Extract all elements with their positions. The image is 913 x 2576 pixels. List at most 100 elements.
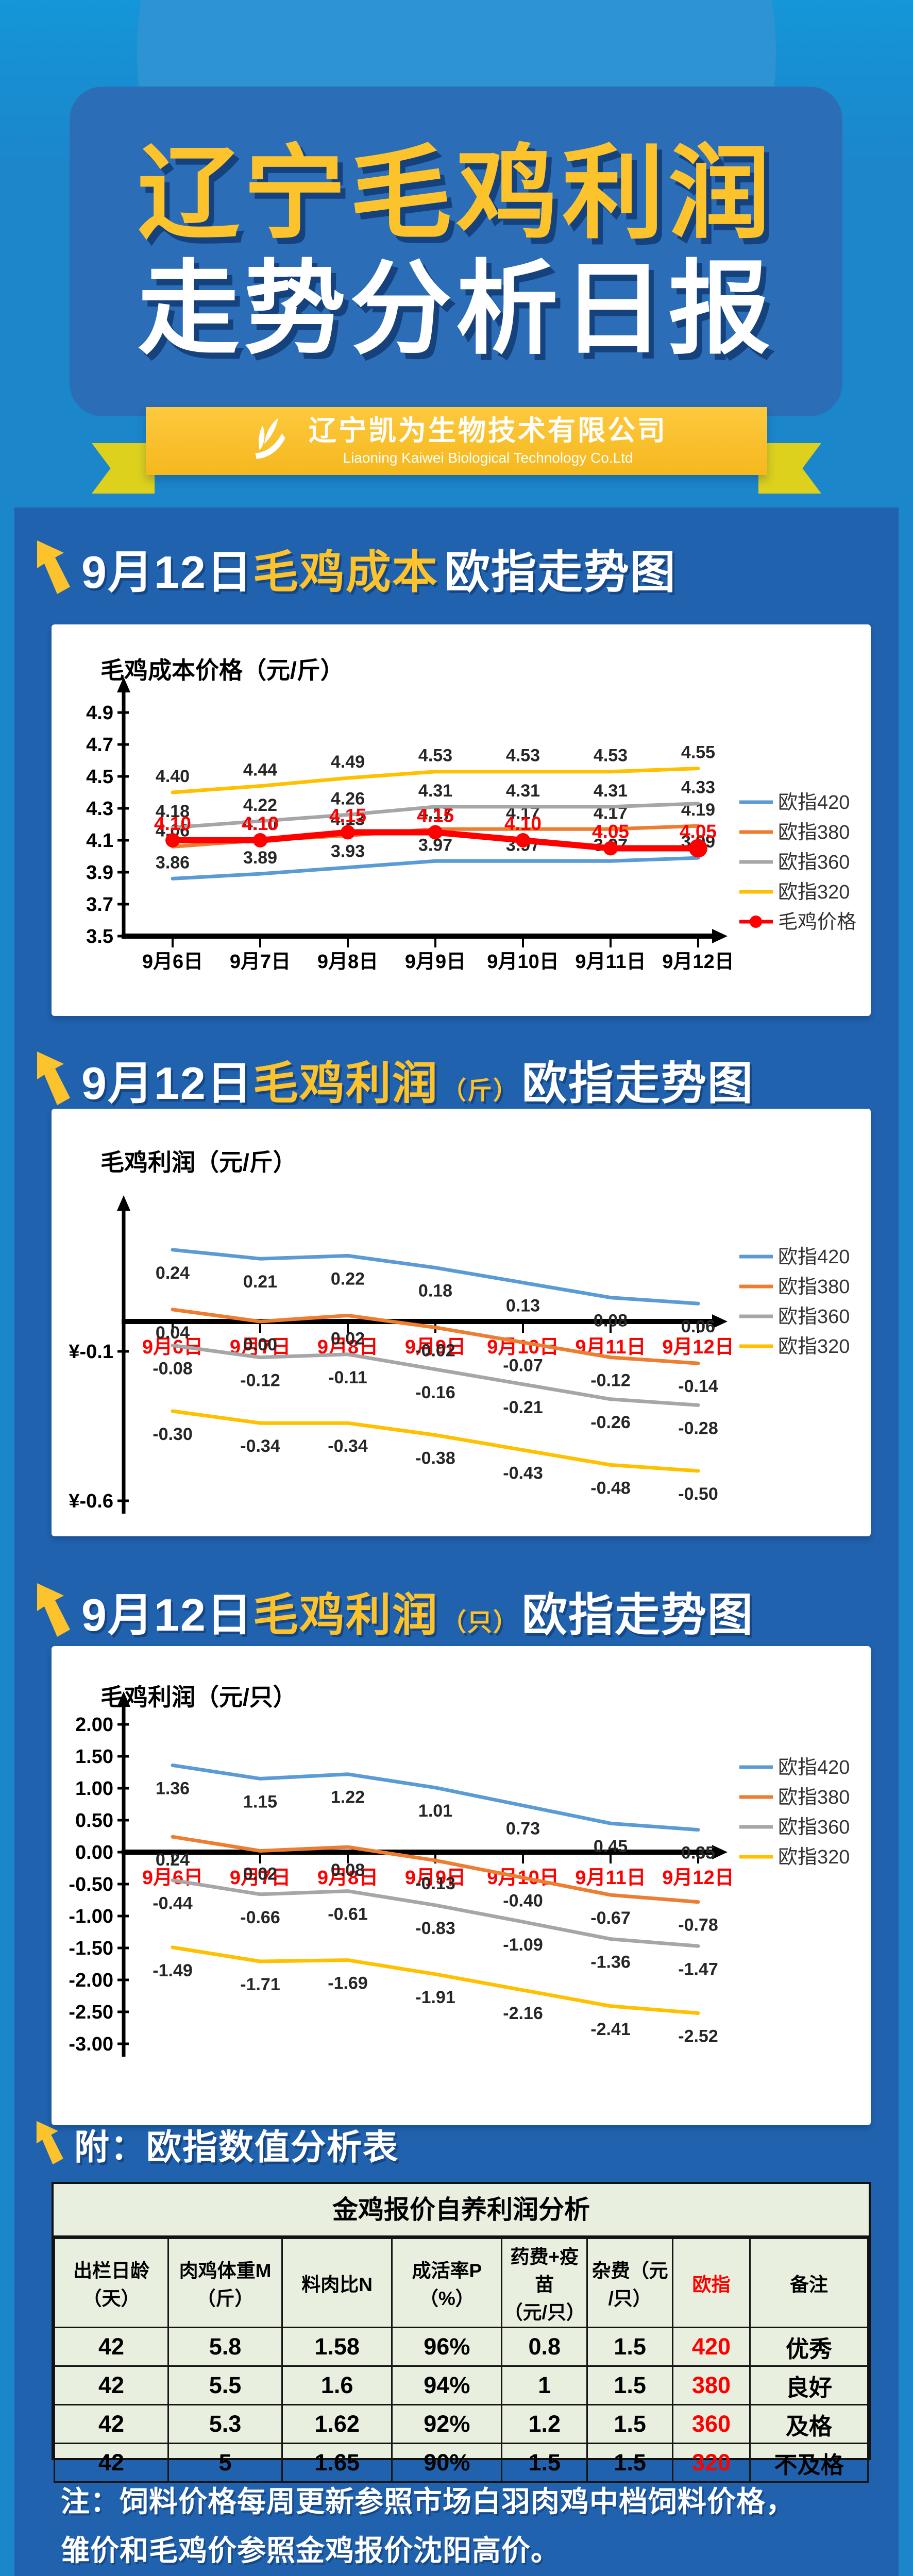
table-cell: 42 [53,2404,170,2444]
table-cell: 1.5 [586,2327,673,2367]
section-rest: 欧指走势图 [521,1589,754,1640]
column-header: 肉鸡体重M （斤） [167,2238,283,2328]
series-line-欧指420 [171,1248,700,1306]
series-line-欧指320 [171,767,700,794]
chart-svg: 毛鸡成本价格（元/斤） 3.5 3.7 3.9 4.1 4.3 4.5 4.7 4.9 9月6日 9… [86,657,856,973]
legend-label: 毛鸡价格 [778,911,856,933]
data-label: 4.10 [154,813,191,834]
data-label: 0.24 [156,1850,190,1870]
data-label: -0.61 [328,1905,368,1924]
section-unit: （只） [441,1609,519,1636]
series-marker [428,825,443,840]
series-line-欧指380 [171,1835,700,1904]
data-label: -2.52 [678,2026,718,2046]
table-cell: 42 [53,2327,170,2367]
table-cell: 1.2 [501,2404,588,2444]
data-label: -1.71 [240,1975,280,1994]
data-label: -0.11 [328,1368,367,1387]
chart-card-profit-per-jin: 毛鸡利润（元/斤） ¥-0.1 ¥-0.6 9月6日 9月7日 9月8日 9月9日 9月10日… [52,1109,871,1536]
data-label: 0.45 [594,1837,628,1856]
data-label: -0.08 [153,1359,193,1378]
profit-analysis-table: 出栏日龄 （天） 肉鸡体重M （斤） 料肉比N 成活率P （%） 药费+疫苗 （元/只）… [53,2238,869,2483]
data-label: 4.31 [594,781,628,801]
data-label: -2.41 [590,2020,631,2039]
y-axis-arrow [117,677,130,692]
chart-svg: 毛鸡利润（元/只） 2.00 1.50 1.00 0.50 0.00 -0.50 -1.00 -… [69,1684,850,2057]
column-header: 药费+疫苗 （元/只） [501,2238,588,2328]
x-tick-label: 9月8日 [317,1867,378,1889]
y-tick-label: 0.00 [75,1842,113,1863]
section-header-profit-jin: 9月12日毛鸡利润 （斤）欧指走势图 [34,1047,754,1112]
section-arrow-icon [34,2119,65,2169]
y-tick-label: ¥-0.1 [69,1341,113,1363]
chart-card-cost: 毛鸡成本价格（元/斤） 3.5 3.7 3.9 4.1 4.3 4.5 4.7 4.9 9月6日 9… [52,624,871,1016]
column-header: 出栏日龄 （天） [53,2238,170,2328]
data-label: 4.05 [680,821,717,842]
x-tick-label: 9月12日 [662,951,734,973]
data-label: 4.05 [592,821,629,842]
series-line-欧指360 [171,802,700,829]
legend-label: 欧指420 [778,1757,850,1778]
x-tick-label: 9月9日 [405,1336,466,1358]
data-label: 0.08 [594,1311,628,1331]
analysis-table-card: 金鸡报价自养利润分析 出栏日龄 （天） 肉鸡体重M （斤） 料肉比N 成活率P （%）… [52,2182,871,2483]
series-line-欧指420 [171,856,700,880]
data-label: -1.49 [153,1961,193,1980]
y-tick-label: 4.1 [86,830,113,852]
x-tick-label: 9月6日 [142,951,203,973]
y-tick-label: 1.00 [75,1778,113,1800]
y-tick-label: 1.50 [75,1746,113,1768]
data-label: 0.00 [243,1335,277,1354]
y-tick-label: 0.50 [75,1810,113,1832]
data-label: -1.36 [590,1953,631,1972]
series-line-欧指360 [171,1343,700,1407]
section-highlight: 毛鸡利润 [252,1589,438,1640]
table-cell: 5.3 [167,2404,283,2444]
data-label: 0.18 [418,1281,452,1301]
series-marker [165,833,180,848]
data-label: 4.53 [418,746,452,766]
y-tick-label: -2.00 [69,1970,113,1991]
section-arrow-icon [34,538,72,599]
data-label: -0.07 [503,1356,543,1376]
table-cell: 1.5 [586,2443,673,2483]
note-text: 注：饲料价格每周更新参照市场白羽肉鸡中档饲料价格，雏价和毛鸡价参照金鸡报价沈阳高… [61,2485,795,2567]
x-tick-label: 9月9日 [405,1867,466,1889]
data-label: 1.36 [156,1778,190,1798]
data-label: 4.10 [504,813,542,834]
chart-title: 毛鸡利润（元/只） [100,1684,297,1710]
data-label: 0.08 [331,1860,365,1880]
legend-label: 欧指380 [778,1276,850,1298]
table-cell: 320 [671,2443,751,2483]
table-cell: 1.62 [281,2404,393,2444]
table-cell: 5.8 [167,2327,283,2367]
data-label: 4.55 [681,743,715,762]
x-tick-label: 9月8日 [317,951,378,973]
data-label: 3.89 [243,848,277,868]
data-label: 4.15 [329,805,366,826]
table-title: 金鸡报价自养利润分析 [54,2184,869,2238]
series-marker [689,839,707,858]
series-marker [516,833,530,848]
table-cell: 0.8 [501,2327,588,2367]
legend-label: 欧指360 [778,1306,850,1328]
x-axis-arrow [712,1314,728,1329]
y-tick-label: 3.7 [86,894,113,916]
data-label: -1.69 [328,1974,368,1993]
data-label: 0.13 [506,1296,540,1316]
table-cell: 1.5 [586,2404,673,2444]
table-cell: 1.65 [281,2443,393,2483]
section-unit: （斤） [441,1077,519,1105]
x-tick-label: 9月12日 [662,1867,734,1889]
y-tick-label: 4.9 [86,702,113,724]
section-highlight: 毛鸡成本 [252,547,438,598]
table-cell: 42 [53,2365,170,2405]
legend-marker-icon [750,916,762,928]
data-label: 0.35 [681,1843,715,1863]
data-label: 0.22 [331,1269,365,1289]
data-label: -0.34 [240,1436,280,1456]
data-label: -0.66 [240,1908,280,1927]
table-cell: 380 [671,2365,751,2405]
